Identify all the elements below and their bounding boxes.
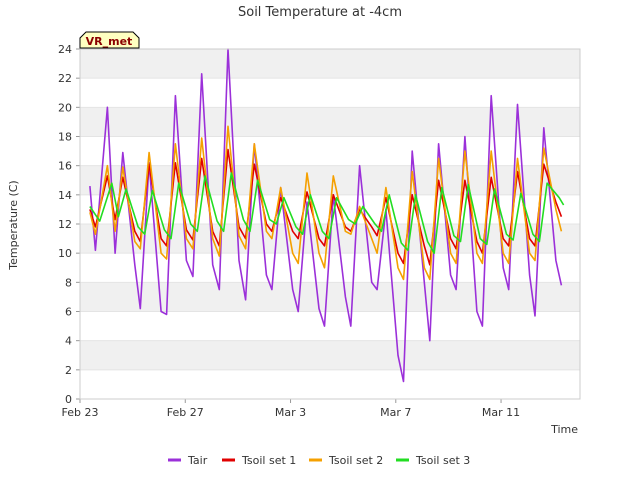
y-tick-label: 2 — [65, 364, 72, 377]
y-tick-label: 10 — [58, 247, 72, 260]
grid-band — [80, 282, 580, 312]
y-axis-title: Temperature (C) — [7, 180, 20, 270]
legend-label: Tsoil set 1 — [241, 454, 296, 467]
grid-band — [80, 311, 580, 341]
grid-bands — [80, 48, 580, 400]
x-tick-label: Feb 27 — [167, 406, 204, 419]
y-tick-label: 14 — [58, 189, 72, 202]
legend-label: Tair — [187, 454, 208, 467]
y-tick-label: 24 — [58, 43, 72, 56]
x-tick-label: Mar 7 — [380, 406, 411, 419]
grid-band — [80, 369, 580, 399]
grid-band — [80, 253, 580, 283]
y-tick-label: 20 — [58, 101, 72, 114]
station-badge: VR_met — [79, 31, 140, 49]
x-axis-title: Time — [550, 423, 578, 436]
y-tick-label: 16 — [58, 160, 72, 173]
grid-band — [80, 165, 580, 195]
chart-title: Soil Temperature at -4cm — [238, 5, 402, 20]
y-tick-label: 4 — [65, 335, 72, 348]
legend: Tair Tsoil set 1 Tsoil set 2 Tsoil set 3 — [168, 454, 470, 467]
y-tick-label: 18 — [58, 131, 72, 144]
x-tick-label: Feb 23 — [62, 406, 99, 419]
y-tick-label: 12 — [58, 218, 72, 231]
series-lines — [89, 48, 565, 383]
grid-band — [80, 340, 580, 370]
series-line-tsoil-set-2 — [89, 125, 563, 281]
x-tick-label: Mar 3 — [275, 406, 306, 419]
legend-label: Tsoil set 3 — [415, 454, 470, 467]
station-badge-box — [79, 31, 140, 49]
series-line-tsoil-set-3 — [89, 172, 565, 254]
y-tick-label: 22 — [58, 72, 72, 85]
series-line-tair — [89, 48, 563, 383]
x-axis: Feb 23 Feb 27 Mar 3 Mar 7 Mar 11 — [62, 399, 520, 419]
y-tick-label: 0 — [65, 393, 72, 406]
y-tick-label: 8 — [65, 276, 72, 289]
grid-band — [80, 49, 580, 79]
legend-label: Tsoil set 2 — [328, 454, 383, 467]
grid-band — [80, 78, 580, 108]
station-badge-label: VR_met — [86, 35, 133, 48]
grid-band — [80, 136, 580, 166]
y-tick-label: 6 — [65, 306, 72, 319]
grid-band — [80, 107, 580, 137]
plot-frame — [79, 48, 581, 400]
x-tick-label: Mar 11 — [482, 406, 520, 419]
